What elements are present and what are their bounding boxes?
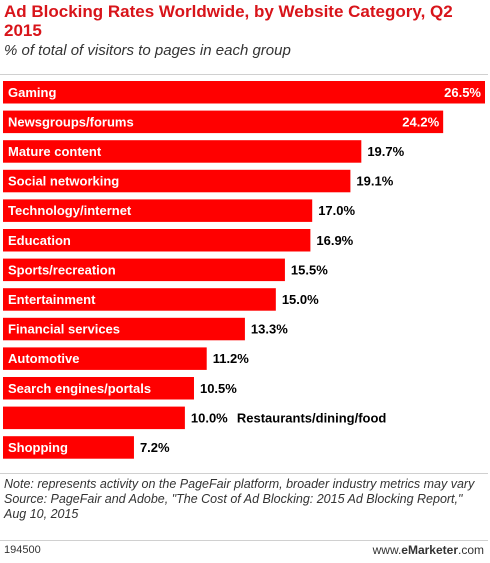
bar-9	[3, 347, 207, 370]
bar-7	[3, 288, 276, 311]
chart-title: Ad Blocking Rates Worldwide, by Website …	[4, 2, 453, 40]
bar-4	[3, 199, 313, 222]
category-label-2: Mature content	[8, 144, 102, 159]
brand-name: eMarketer	[401, 543, 458, 557]
category-label-8: Financial services	[8, 322, 120, 337]
bar-0	[3, 81, 485, 104]
bar-3	[3, 169, 351, 193]
category-label-10: Search engines/portals	[8, 381, 151, 396]
chart-id: 194500	[4, 544, 41, 556]
category-label-11: Restaurants/dining/food	[237, 410, 387, 425]
bar-5	[3, 229, 311, 252]
value-label-2: 19.7%	[367, 144, 404, 159]
bar-8	[3, 317, 245, 341]
category-label-9: Automotive	[8, 351, 80, 366]
chart-note: Note: represents activity on the PageFai…	[4, 477, 475, 491]
value-label-3: 19.1%	[356, 174, 393, 189]
brand-suffix: .com	[457, 543, 484, 557]
chart-source: Source: PageFair and Adobe, "The Cost of…	[4, 492, 463, 521]
value-label-4: 17.0%	[318, 203, 355, 218]
value-label-9: 11.2%	[213, 351, 250, 366]
value-label-7: 15.0%	[282, 292, 319, 307]
bar-6	[3, 258, 285, 282]
note-divider	[0, 473, 488, 474]
footer-divider	[0, 540, 488, 541]
top-divider	[0, 74, 488, 75]
bar-11	[3, 406, 185, 430]
value-label-1: 24.2%	[402, 114, 439, 129]
chart-notes: Note: represents activity on the PageFai…	[4, 477, 484, 522]
value-label-5: 16.9%	[316, 233, 353, 248]
value-label-0: 26.5%	[444, 85, 481, 100]
bar-10	[3, 377, 194, 400]
category-label-3: Social networking	[8, 174, 119, 189]
category-label-7: Entertainment	[8, 292, 96, 307]
value-label-8: 13.3%	[251, 322, 288, 337]
category-label-12: Shopping	[8, 440, 68, 455]
brand-prefix: www.	[372, 543, 402, 557]
value-label-12: 7.2%	[140, 440, 170, 455]
value-label-11: 10.0%	[191, 410, 228, 425]
category-label-1: Newsgroups/forums	[8, 114, 134, 129]
brand-logo: www.eMarketer.com	[373, 543, 484, 557]
bar-2	[3, 140, 362, 163]
category-label-6: Sports/recreation	[8, 262, 116, 277]
category-label-0: Gaming	[8, 85, 56, 100]
bar-chart: Gaming 26.5% Newsgroups/forums 24.2% Mature …	[3, 81, 485, 459]
category-label-5: Education	[8, 233, 71, 248]
value-label-6: 15.5%	[291, 262, 328, 277]
bar-12	[3, 436, 134, 459]
value-label-10: 10.5%	[200, 381, 237, 396]
chart-subtitle: % of total of visitors to pages in each …	[4, 42, 291, 59]
bar-1	[3, 110, 444, 134]
category-label-4: Technology/internet	[8, 203, 132, 218]
